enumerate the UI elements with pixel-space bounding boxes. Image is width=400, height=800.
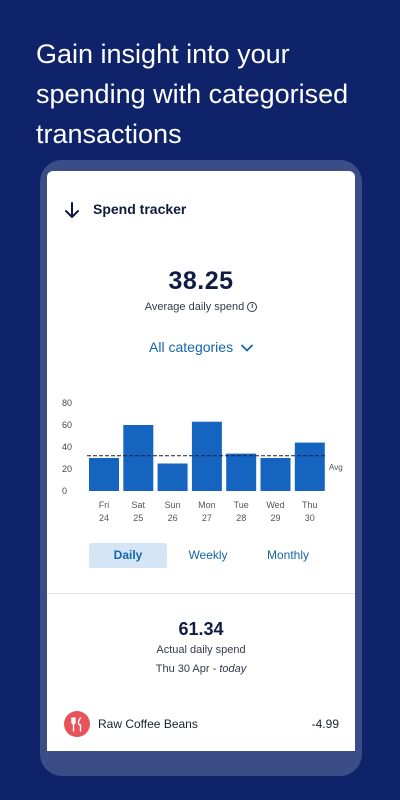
tab-weekly[interactable]: Weekly	[188, 548, 228, 562]
chart-bar	[157, 463, 188, 491]
x-tick-date: 29	[270, 513, 280, 523]
x-tick-day: Thu	[302, 500, 318, 510]
transaction-name: Raw Coffee Beans	[98, 717, 198, 731]
app-screen: Spend tracker 38.25 Average daily spend i…	[47, 171, 355, 751]
chart-bar	[123, 425, 154, 491]
x-tick-date: 24	[99, 513, 109, 523]
tab-monthly[interactable]: Monthly	[266, 548, 310, 562]
x-tick-date: 28	[236, 513, 246, 523]
chart-bar	[89, 458, 119, 491]
x-tick-day: Wed	[266, 500, 284, 510]
period-tabs: Daily Weekly Monthly	[89, 543, 327, 568]
average-daily-spend-label: Average daily spend i	[47, 301, 355, 313]
x-tick-date: 27	[202, 513, 212, 523]
y-tick-label: 20	[62, 464, 72, 474]
y-tick-label: 80	[62, 398, 72, 408]
spend-bar-chart: 80 60 40 20 0 Fri 24 Sat 25 Sun 26 Mon 27 Tue 28 Wed 29 T…	[62, 398, 343, 523]
x-tick-date: 30	[305, 513, 315, 523]
x-tick-day: Sat	[132, 500, 146, 510]
x-tick-day: Mon	[198, 500, 216, 510]
chart-bar	[191, 421, 222, 491]
category-dropdown[interactable]: All categories	[47, 339, 355, 355]
x-tick-date: 25	[133, 513, 143, 523]
actual-date-today: today	[219, 663, 247, 675]
chart-bar	[226, 453, 257, 491]
divider	[47, 593, 355, 594]
x-tick-day: Fri	[99, 500, 110, 510]
actual-date-text: Thu 30 Apr -	[155, 663, 220, 675]
arrow-down-icon[interactable]	[63, 201, 81, 221]
category-dropdown-label: All categories	[149, 339, 234, 355]
x-tick-day: Tue	[234, 500, 249, 510]
actual-date: Thu 30 Apr - today	[47, 663, 355, 675]
top-bar: Spend tracker	[47, 197, 355, 225]
average-daily-spend-value: 38.25	[168, 267, 234, 295]
page-title: Spend tracker	[93, 201, 187, 217]
info-icon[interactable]: i	[247, 302, 258, 313]
fork-knife-icon	[64, 711, 90, 737]
average-label: Avg	[329, 463, 343, 472]
x-tick-day: Sun	[165, 500, 181, 510]
y-tick-label: 40	[62, 442, 72, 452]
actual-daily-spend-value: 61.34	[178, 619, 224, 639]
y-tick-label: 0	[62, 486, 67, 496]
headline: Gain insight into your spending with cat…	[36, 39, 349, 149]
chevron-down-icon	[241, 344, 253, 353]
transaction-amount: -4.99	[311, 717, 339, 731]
chart-bar	[260, 458, 291, 491]
tab-daily[interactable]: Daily	[89, 543, 167, 568]
actual-daily-spend-label: Actual daily spend	[156, 644, 246, 656]
average-label-text: Average daily spend	[144, 301, 245, 313]
chart-bar	[294, 442, 325, 491]
y-tick-label: 60	[62, 420, 72, 430]
x-tick-date: 26	[168, 513, 178, 523]
transaction-row[interactable]: Raw Coffee Beans -4.99	[47, 711, 355, 741]
